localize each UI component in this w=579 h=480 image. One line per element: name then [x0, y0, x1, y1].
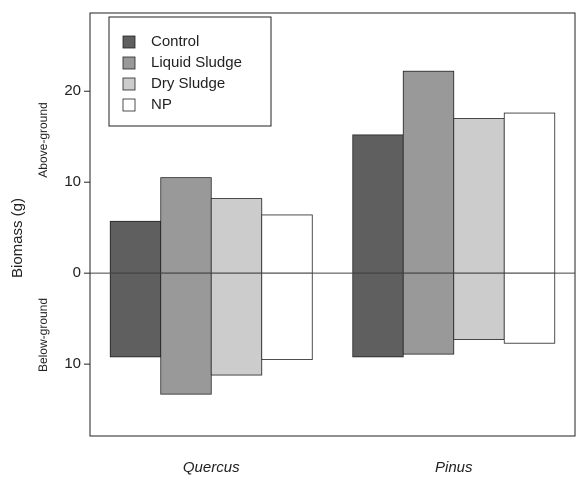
legend-box — [108, 16, 272, 127]
x-tick-label: Pinus — [435, 459, 473, 476]
bar — [503, 112, 556, 274]
legend-swatch — [122, 35, 136, 49]
bar — [453, 118, 505, 274]
bar — [352, 272, 404, 358]
annotation: Above-ground — [36, 102, 50, 177]
bar — [261, 272, 313, 360]
legend-label: Dry Sludge — [151, 75, 225, 92]
bar — [503, 272, 556, 344]
bar — [109, 220, 162, 274]
legend-swatch — [122, 77, 136, 91]
y-tick-label: 10 — [64, 173, 81, 190]
annotation: Below-ground — [36, 298, 50, 372]
x-tick-label: Quercus — [183, 459, 240, 476]
bar — [261, 214, 313, 274]
bar — [160, 272, 212, 395]
legend-label: NP — [151, 96, 172, 113]
bar — [352, 134, 404, 274]
legend-label: Liquid Sludge — [151, 54, 242, 71]
bar — [210, 272, 263, 376]
y-tick-label: 0 — [73, 264, 81, 281]
legend-label: Control — [151, 33, 199, 50]
bar — [402, 272, 455, 355]
bar — [210, 198, 263, 274]
y-axis-label: Biomass (g) — [9, 198, 26, 278]
plot-frame — [89, 12, 576, 437]
y-tick-label: 20 — [64, 82, 81, 99]
bar — [109, 272, 162, 358]
y-tick-label: 10 — [64, 355, 81, 372]
bar — [402, 70, 455, 274]
bar — [160, 177, 212, 274]
legend-swatch — [122, 98, 136, 112]
legend-swatch — [122, 56, 136, 70]
bar — [453, 272, 505, 340]
